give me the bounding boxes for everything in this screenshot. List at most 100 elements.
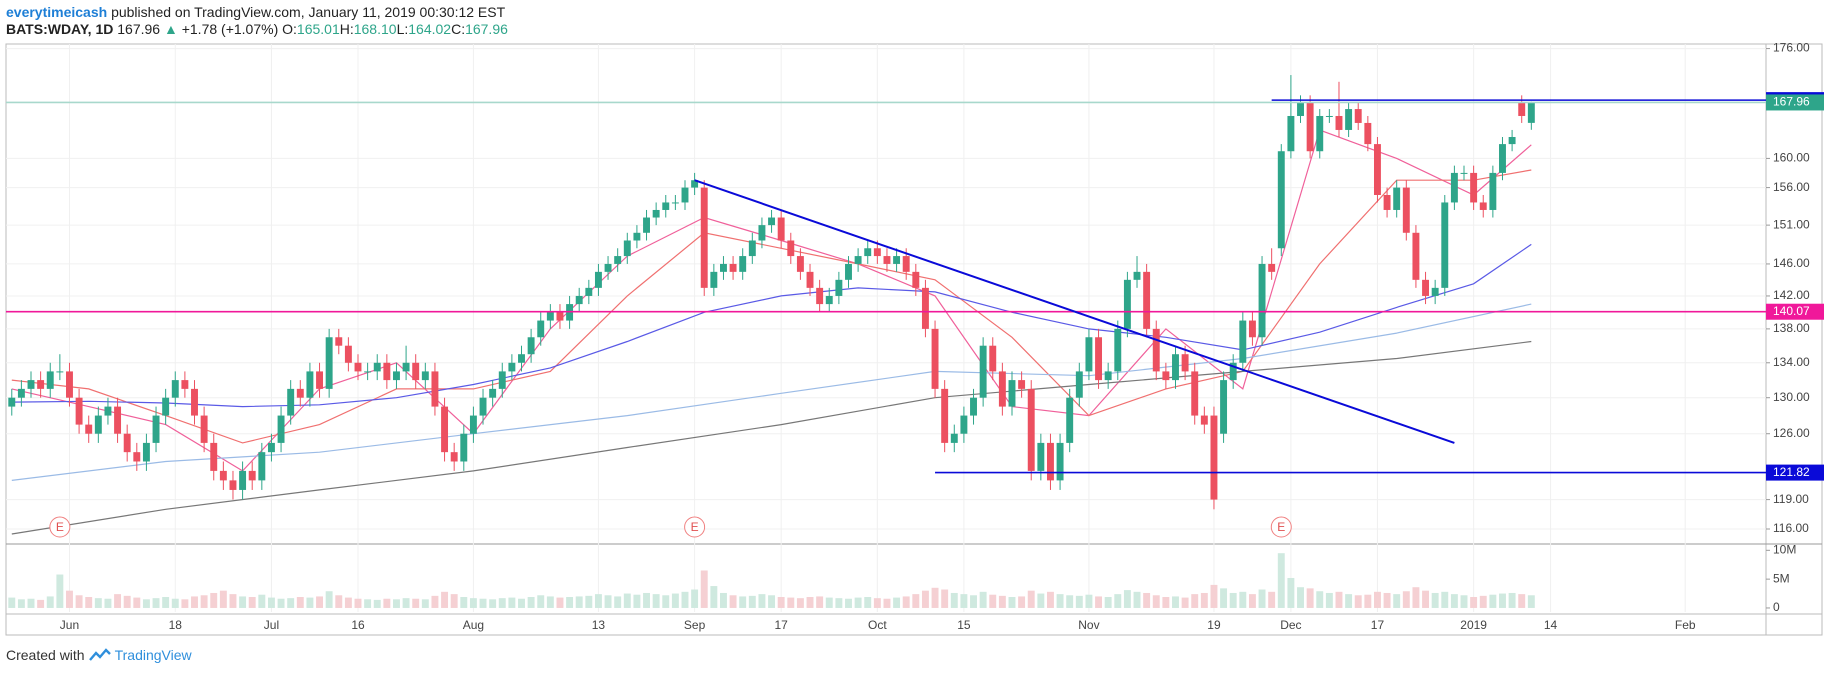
- candle-body: [864, 248, 872, 257]
- volume-bar: [104, 598, 112, 608]
- candle-body: [344, 345, 352, 363]
- volume-bar: [1162, 597, 1170, 608]
- volume-bar: [1441, 591, 1449, 608]
- candle-body: [912, 271, 920, 288]
- candle-body: [1104, 371, 1112, 381]
- candle-body: [56, 371, 64, 373]
- volume-bar: [998, 595, 1006, 608]
- volume-bar: [27, 598, 35, 608]
- brand[interactable]: TradingView: [114, 647, 192, 663]
- price-label-bg: [1766, 303, 1824, 320]
- volume-bar: [518, 598, 525, 608]
- ohlc: O:165.01H:168.10L:164.02C:167.96: [282, 21, 508, 37]
- candle-body: [441, 406, 449, 453]
- x-tick-label: Aug: [463, 618, 484, 632]
- change-arrow: ▲: [163, 21, 178, 37]
- candle-body: [1345, 109, 1353, 130]
- candle-body: [604, 263, 612, 272]
- candle-body: [518, 354, 525, 363]
- candle-body: [1018, 380, 1026, 389]
- volume-bar: [643, 592, 650, 608]
- y-tick-label: 142.00: [1773, 288, 1810, 302]
- volume-bar: [556, 597, 564, 608]
- volume-bar: [1431, 592, 1439, 608]
- candle-body: [806, 271, 814, 288]
- candle-body: [883, 256, 891, 264]
- candle-body: [123, 433, 131, 453]
- x-tick-label: 19: [1207, 618, 1221, 632]
- header-line: everytimeicash published on TradingView.…: [6, 4, 505, 20]
- candle-body: [277, 415, 285, 443]
- volume-bar: [575, 596, 583, 608]
- tv-logo: [88, 648, 111, 661]
- candle-body: [835, 279, 843, 296]
- published-info: published on TradingView.com, January 11…: [111, 4, 506, 20]
- earnings-label: E: [691, 520, 699, 534]
- volume-bar: [162, 597, 170, 608]
- ohlc-key: C:: [451, 21, 466, 37]
- volume-bar: [1085, 594, 1093, 608]
- volume-bar: [671, 593, 679, 608]
- volume-bar: [1364, 594, 1372, 608]
- candle-body: [960, 415, 968, 434]
- candle-body: [258, 452, 266, 481]
- created-with: Created with: [6, 647, 85, 663]
- publisher[interactable]: everytimeicash: [6, 4, 108, 20]
- y-tick-label: 126.00: [1773, 426, 1810, 440]
- candle-body: [623, 240, 631, 257]
- volume-bar: [1200, 592, 1208, 608]
- volume-bar: [854, 597, 862, 608]
- earnings-label: E: [56, 520, 64, 534]
- candle-body: [1248, 320, 1256, 338]
- candle-body: [1412, 232, 1420, 280]
- candle-body: [1027, 388, 1035, 471]
- candle-body: [931, 328, 939, 389]
- candle-body: [594, 271, 602, 288]
- candle-body: [469, 415, 477, 434]
- candle-body: [758, 225, 766, 241]
- candle-body: [989, 345, 997, 372]
- x-tick-label: 18: [169, 618, 183, 632]
- volume-bar: [239, 596, 247, 608]
- ohlc-value: 165.01: [296, 21, 340, 37]
- volume-bar: [479, 598, 487, 608]
- volume-bar: [1229, 592, 1237, 608]
- x-tick-label: 15: [957, 618, 971, 632]
- volume-bar: [508, 597, 516, 608]
- candle-body: [335, 337, 343, 346]
- price-label: 167.96: [1773, 95, 1810, 109]
- volume-bar: [66, 590, 73, 608]
- candle-body: [1046, 442, 1054, 481]
- volume-bar: [1239, 591, 1247, 608]
- x-tick-label: Jun: [60, 618, 79, 632]
- volume-bar: [835, 598, 843, 608]
- y-tick-label: 130.00: [1773, 390, 1810, 404]
- last-price: 167.96: [117, 21, 161, 37]
- volume-bar: [662, 595, 670, 608]
- candle-body: [1114, 328, 1122, 372]
- candle-body: [479, 397, 487, 416]
- candle-body: [94, 415, 102, 434]
- ohlc-key: L:: [396, 21, 409, 37]
- volume-bar: [200, 595, 208, 608]
- volume-bar: [1008, 597, 1016, 608]
- candle-body: [460, 433, 468, 462]
- volume-bar: [845, 598, 852, 608]
- volume-bar: [1306, 588, 1314, 608]
- candle-body: [720, 263, 727, 272]
- volume-bar: [768, 595, 776, 608]
- volume-bar: [431, 595, 439, 608]
- volume-bar: [1104, 597, 1112, 608]
- volume-bar: [527, 597, 535, 608]
- candle-body: [691, 180, 699, 188]
- volume-bar: [1123, 590, 1131, 608]
- moving-average: [11, 303, 1532, 481]
- candle-body: [796, 256, 804, 272]
- volume-bar: [277, 598, 285, 608]
- candle-body: [1229, 362, 1237, 381]
- candle-body: [66, 371, 73, 398]
- candle-body: [1075, 371, 1083, 398]
- candle-body: [1191, 371, 1199, 416]
- candle-body: [585, 287, 593, 296]
- x-tick-label: 2019: [1460, 618, 1487, 632]
